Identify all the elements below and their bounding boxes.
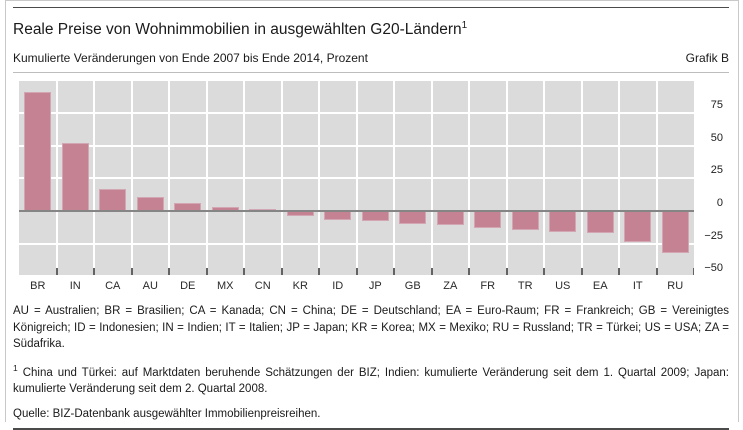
x-axis-tick bbox=[618, 268, 620, 276]
x-axis-tick bbox=[168, 268, 170, 276]
grid-line-v bbox=[130, 79, 133, 276]
bar bbox=[324, 211, 352, 220]
x-axis-tick bbox=[130, 268, 133, 276]
x-tick-label: MX bbox=[217, 280, 234, 293]
bar bbox=[436, 211, 464, 226]
x-axis-tick bbox=[205, 268, 208, 276]
footnote-1: 1 China und Türkei: auf Marktdaten beruh… bbox=[13, 360, 729, 398]
grid-line-v bbox=[580, 79, 583, 276]
bar bbox=[361, 211, 389, 222]
bar bbox=[586, 211, 614, 234]
grid-line-v bbox=[543, 79, 545, 276]
bar bbox=[549, 211, 577, 232]
x-tick-label: CN bbox=[254, 280, 271, 293]
grid-line-v bbox=[655, 79, 658, 276]
x-axis-tick bbox=[355, 268, 358, 276]
bar bbox=[474, 211, 502, 228]
grid-line-v bbox=[393, 79, 395, 276]
footnote-1-marker: 1 bbox=[13, 362, 18, 373]
y-tick-label: −50 bbox=[704, 262, 723, 275]
abbreviations-footnote: AU = Australien; BR = Brasilien; CA = Ka… bbox=[13, 305, 729, 351]
x-tick-label: US bbox=[555, 280, 571, 293]
bar bbox=[399, 211, 427, 224]
title-text: Reale Preise von Wohnimmobilien in ausge… bbox=[13, 21, 462, 39]
plot-area bbox=[19, 79, 694, 276]
grid-line-v bbox=[318, 79, 320, 276]
x-tick-label: IN bbox=[69, 280, 81, 293]
x-axis-tick bbox=[655, 268, 658, 276]
x-tick-label: ZA bbox=[443, 280, 458, 293]
grid-line-v bbox=[505, 79, 508, 276]
x-axis-tick bbox=[468, 268, 470, 276]
x-axis-tick bbox=[318, 268, 320, 276]
grid-line-v bbox=[618, 79, 620, 276]
x-axis-tick bbox=[93, 268, 95, 276]
graph-label: Grafik B bbox=[685, 51, 729, 66]
title-footnote-marker: 1 bbox=[461, 20, 468, 31]
page-title: Reale Preise von Wohnimmobilien in ausge… bbox=[13, 16, 729, 40]
bar bbox=[624, 211, 652, 243]
top-rule bbox=[13, 7, 729, 8]
x-tick-label: ID bbox=[332, 280, 344, 293]
x-tick-label: GB bbox=[404, 280, 421, 293]
grid-line-v bbox=[430, 79, 433, 276]
x-axis: BR IN CA AU DE MX CN KR ID JP GB ZA FR TR US EA IT RU bbox=[19, 279, 694, 293]
grid-line-v bbox=[93, 79, 95, 276]
y-tick-label: 25 bbox=[710, 164, 723, 177]
y-axis: 75 50 25 0 −25 −50 bbox=[694, 79, 729, 275]
bar bbox=[99, 188, 127, 213]
y-tick-label: 75 bbox=[710, 99, 723, 112]
chart-subtitle: Kumulierte Veränderungen von Ende 2007 b… bbox=[13, 51, 368, 66]
bar-chart: 75 50 25 0 −25 −50 BR IN CA AU DE MX CN KR ID JP GB ZA FR… bbox=[13, 79, 729, 294]
x-tick-label: KR bbox=[292, 280, 308, 293]
source-line: Quelle: BIZ-Datenbank ausgewählter Immob… bbox=[13, 408, 321, 421]
x-tick-label: JP bbox=[368, 280, 382, 293]
y-tick-label: 0 bbox=[716, 197, 723, 210]
bar bbox=[511, 211, 539, 231]
x-tick-label: AU bbox=[142, 280, 158, 293]
x-tick-label: TR bbox=[517, 280, 533, 293]
grid-line-v bbox=[205, 79, 208, 276]
grid-line-v bbox=[168, 79, 170, 276]
grid-line-v bbox=[468, 79, 470, 276]
chart-panel: Reale Preise von Wohnimmobilien in ausge… bbox=[5, 0, 739, 430]
x-axis-tick bbox=[243, 268, 245, 276]
bar bbox=[661, 211, 689, 253]
grid-line-v bbox=[280, 79, 283, 276]
x-tick-label: BR bbox=[30, 280, 46, 293]
x-tick-label: IT bbox=[632, 280, 643, 293]
x-tick-label: EA bbox=[592, 280, 608, 293]
x-axis-tick bbox=[505, 268, 508, 276]
x-axis-tick bbox=[693, 268, 694, 276]
x-axis-tick bbox=[543, 268, 545, 276]
x-tick-label: FR bbox=[480, 280, 496, 293]
zero-axis-line bbox=[19, 210, 694, 213]
grid-line-v bbox=[355, 79, 358, 276]
x-tick-label: RU bbox=[667, 280, 684, 293]
grid-line-v bbox=[55, 79, 58, 276]
bar bbox=[61, 143, 89, 213]
x-axis-tick bbox=[580, 268, 583, 276]
y-tick-label: 50 bbox=[710, 131, 723, 144]
footnote-1-text: China und Türkei: auf Marktdaten beruhen… bbox=[13, 366, 729, 395]
x-axis-tick bbox=[280, 268, 283, 276]
x-tick-label: CA bbox=[105, 280, 121, 293]
bar bbox=[24, 92, 52, 213]
y-tick-label: −25 bbox=[704, 229, 723, 242]
x-axis-tick bbox=[55, 268, 58, 276]
x-axis-tick bbox=[430, 268, 433, 276]
x-axis-tick bbox=[393, 268, 395, 276]
x-tick-label: DE bbox=[180, 280, 196, 293]
grid-line-v bbox=[243, 79, 245, 276]
subtitle-rule bbox=[13, 72, 729, 74]
